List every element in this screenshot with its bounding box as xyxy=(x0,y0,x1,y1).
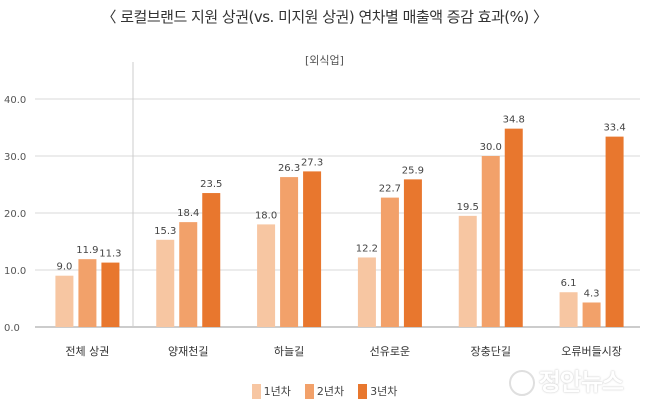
legend-swatch-year2 xyxy=(304,383,314,399)
data-label: 6.1 xyxy=(561,278,577,289)
bar xyxy=(78,259,97,327)
data-label: 33.4 xyxy=(603,123,625,134)
data-label: 23.5 xyxy=(200,179,222,190)
bar xyxy=(156,239,175,327)
bar xyxy=(280,177,299,327)
y-tick-label: 10.0 xyxy=(4,266,26,277)
bar xyxy=(202,193,221,327)
bar xyxy=(55,275,74,327)
legend-item-year1: 1년차 xyxy=(251,383,291,399)
chart-title: 〈 로컬브랜드 지원 상권(vs. 미지원 상권) 연차별 매출액 증감 효과(… xyxy=(101,8,548,26)
x-tick-label: 하늘길 xyxy=(274,344,304,358)
watermark-logo: 정안뉴스 xyxy=(508,362,624,397)
data-label: 12.2 xyxy=(356,243,378,254)
legend-swatch-year1 xyxy=(251,383,261,399)
legend-item-year2: 2년차 xyxy=(304,383,345,399)
watermark-icon xyxy=(508,370,535,396)
legend: 1년차 2년차 3년차 xyxy=(0,383,649,399)
bar xyxy=(257,224,276,327)
watermark-text: 정안뉴스 xyxy=(538,368,624,396)
data-label: 34.8 xyxy=(503,115,525,126)
data-label: 25.9 xyxy=(402,165,424,176)
data-label: 22.7 xyxy=(379,184,401,195)
legend-label-year2: 2년차 xyxy=(316,385,345,398)
bar xyxy=(357,257,376,327)
y-tick-label: 0.0 xyxy=(4,323,20,334)
bar xyxy=(481,156,500,327)
chart-subtitle: [외식업] xyxy=(305,54,344,67)
data-label: 18.4 xyxy=(177,208,199,219)
y-tick-label: 20.0 xyxy=(4,209,26,220)
bar xyxy=(303,171,322,327)
bar xyxy=(504,128,523,327)
data-label: 26.3 xyxy=(278,163,300,174)
legend-label-year1: 1년차 xyxy=(263,385,291,398)
data-label: 9.0 xyxy=(56,262,72,273)
x-tick-label: 전체 상권 xyxy=(65,345,109,358)
x-tick-label: 장충단길 xyxy=(471,345,511,358)
data-label: 27.3 xyxy=(301,157,323,168)
x-tick-label: 선유로운 xyxy=(370,345,410,358)
y-tick-label: 40.0 xyxy=(4,95,26,106)
bar xyxy=(458,215,477,327)
data-label: 4.3 xyxy=(584,288,600,299)
data-label: 15.3 xyxy=(154,226,176,237)
bar xyxy=(179,222,198,327)
data-label: 11.3 xyxy=(99,249,121,260)
bar xyxy=(605,136,624,327)
legend-item-year3: 3년차 xyxy=(358,383,397,399)
bar xyxy=(559,292,578,327)
data-label: 18.0 xyxy=(255,210,277,221)
x-tick-label: 양재천길 xyxy=(168,344,208,358)
data-label: 19.5 xyxy=(457,202,479,213)
bar xyxy=(403,179,422,327)
data-label: 11.9 xyxy=(76,245,98,256)
bar xyxy=(582,302,601,327)
bar xyxy=(380,197,399,327)
data-label: 30.0 xyxy=(480,142,502,153)
y-tick-label: 30.0 xyxy=(4,152,26,163)
legend-swatch-year3 xyxy=(358,383,368,399)
bar xyxy=(101,262,120,327)
x-tick-label: 오류버들시장 xyxy=(561,345,622,358)
legend-label-year3: 3년차 xyxy=(370,385,398,398)
